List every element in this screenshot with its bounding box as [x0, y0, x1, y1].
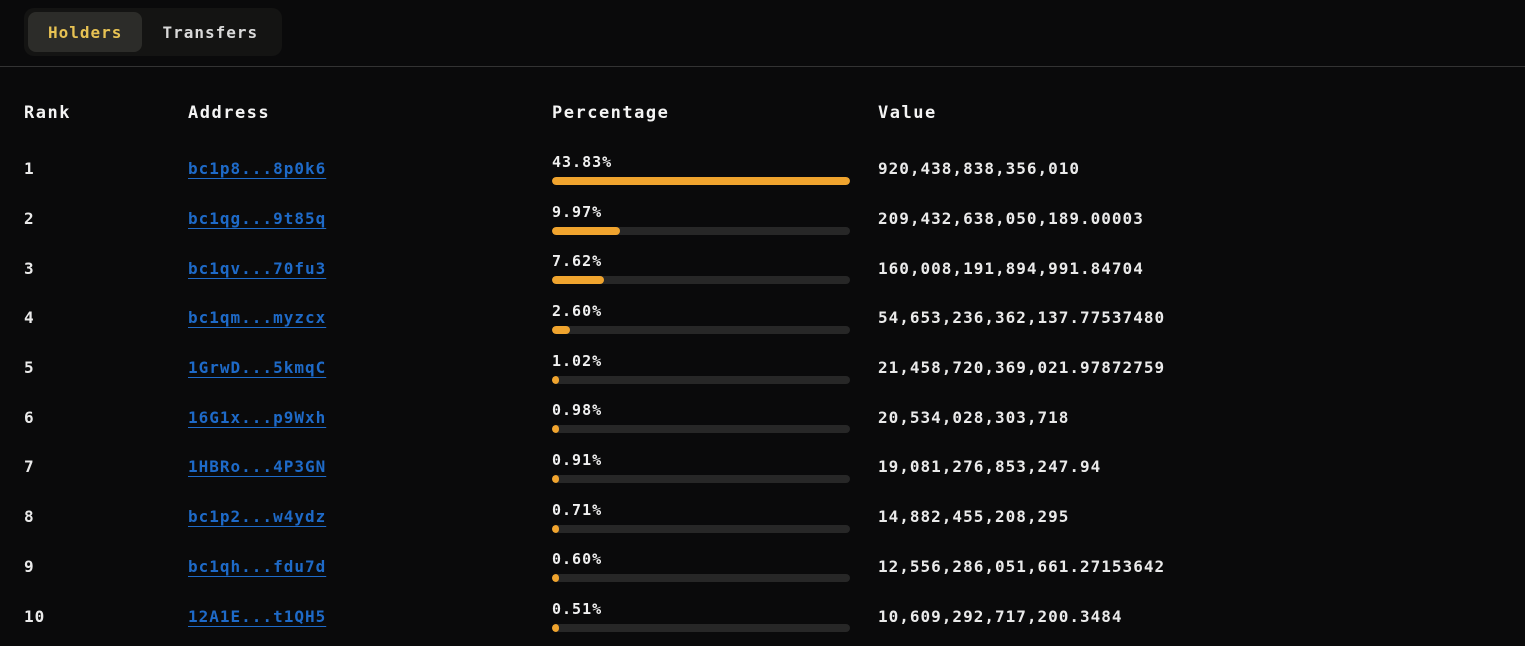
tab-group: Holders Transfers [24, 8, 283, 56]
address-link[interactable]: bc1qv...70fu3 [188, 258, 327, 278]
header-value: Value [878, 103, 937, 123]
value-amount: 209,432,638,050,189.00003 [878, 209, 1144, 229]
percentage-bar-fill [552, 375, 559, 384]
percentage-value: 0.91% [552, 450, 603, 469]
table-row: 10 12A1E...t1QH5 0.51% 10,609,292,717,20… [24, 591, 1501, 641]
percentage-bar-fill [552, 276, 604, 285]
table-row: 6 16G1x...p9Wxh 0.98% 20,534,028,303,718 [24, 392, 1501, 442]
percentage-value: 1.02% [552, 351, 603, 370]
address-link[interactable]: 16G1x...p9Wxh [188, 407, 327, 427]
rank-value: 7 [24, 457, 35, 477]
percentage-bar-track [552, 574, 850, 583]
percentage-value: 0.51% [552, 600, 603, 619]
table-header-row: Rank Address Percentage Value [24, 103, 1501, 123]
address-link[interactable]: bc1p8...8p0k6 [188, 159, 327, 179]
rank-value: 8 [24, 507, 35, 527]
percentage-bar-track [552, 226, 850, 235]
address-link[interactable]: bc1qh...fdu7d [188, 556, 327, 576]
rank-value: 1 [24, 159, 35, 179]
tab-holders[interactable]: Holders [28, 12, 143, 52]
value-amount: 14,882,455,208,295 [878, 507, 1070, 527]
tabbar-divider [0, 66, 1525, 67]
percentage-value: 0.60% [552, 550, 603, 569]
rank-value: 6 [24, 407, 35, 427]
percentage-value: 0.98% [552, 401, 603, 420]
percentage-bar-fill [552, 624, 559, 633]
percentage-bar-fill [552, 524, 559, 533]
percentage-value: 43.83% [552, 152, 613, 171]
table-row: 3 bc1qv...70fu3 7.62% 160,008,191,894,99… [24, 243, 1501, 293]
value-amount: 19,081,276,853,247.94 [878, 457, 1102, 477]
value-amount: 20,534,028,303,718 [878, 407, 1070, 427]
percentage-value: 0.71% [552, 500, 603, 519]
percentage-bar-track [552, 176, 850, 185]
table-rows: 1 bc1p8...8p0k6 43.83% 920,438,838,356,0… [24, 144, 1501, 641]
rank-value: 5 [24, 358, 35, 378]
rank-value: 2 [24, 209, 35, 229]
percentage-bar-track [552, 425, 850, 434]
value-amount: 54,653,236,362,137.77537480 [878, 308, 1166, 328]
value-amount: 12,556,286,051,661.27153642 [878, 556, 1166, 576]
percentage-bar-fill [552, 176, 850, 185]
table-row: 4 bc1qm...myzcx 2.60% 54,653,236,362,137… [24, 293, 1501, 343]
percentage-bar-track [552, 375, 850, 384]
percentage-bar-fill [552, 574, 559, 583]
address-link[interactable]: 1HBRo...4P3GN [188, 457, 327, 477]
header-percentage: Percentage [552, 103, 670, 123]
percentage-bar-fill [552, 425, 559, 434]
holders-table: Rank Address Percentage Value 1 bc1p8...… [0, 103, 1525, 641]
value-amount: 10,609,292,717,200.3484 [878, 606, 1123, 626]
percentage-bar-fill [552, 226, 620, 235]
rank-value: 10 [24, 606, 46, 626]
value-amount: 21,458,720,369,021.97872759 [878, 358, 1166, 378]
value-amount: 160,008,191,894,991.84704 [878, 258, 1144, 278]
address-link[interactable]: bc1qg...9t85q [188, 209, 327, 229]
table-row: 7 1HBRo...4P3GN 0.91% 19,081,276,853,247… [24, 442, 1501, 492]
table-row: 2 bc1qg...9t85q 9.97% 209,432,638,050,18… [24, 194, 1501, 244]
percentage-bar-track [552, 524, 850, 533]
percentage-bar-track [552, 474, 850, 483]
address-link[interactable]: 1GrwD...5kmqC [188, 358, 327, 378]
percentage-bar-track [552, 624, 850, 633]
tab-transfers[interactable]: Transfers [142, 12, 278, 52]
rank-value: 3 [24, 258, 35, 278]
value-amount: 920,438,838,356,010 [878, 159, 1081, 179]
percentage-bar-fill [552, 325, 570, 334]
percentage-bar-track [552, 325, 850, 334]
header-address: Address [188, 103, 271, 123]
table-row: 5 1GrwD...5kmqC 1.02% 21,458,720,369,021… [24, 343, 1501, 393]
address-link[interactable]: 12A1E...t1QH5 [188, 606, 327, 626]
rank-value: 9 [24, 556, 35, 576]
table-row: 9 bc1qh...fdu7d 0.60% 12,556,286,051,661… [24, 542, 1501, 592]
percentage-bar-track [552, 276, 850, 285]
table-row: 1 bc1p8...8p0k6 43.83% 920,438,838,356,0… [24, 144, 1501, 194]
percentage-value: 2.60% [552, 301, 603, 320]
percentage-value: 9.97% [552, 202, 603, 221]
percentage-bar-fill [552, 474, 559, 483]
table-row: 8 bc1p2...w4ydz 0.71% 14,882,455,208,295 [24, 492, 1501, 542]
rank-value: 4 [24, 308, 35, 328]
percentage-value: 7.62% [552, 252, 603, 271]
header-rank: Rank [24, 103, 71, 123]
address-link[interactable]: bc1qm...myzcx [188, 308, 327, 328]
address-link[interactable]: bc1p2...w4ydz [188, 507, 327, 527]
tab-bar: Holders Transfers [0, 0, 1525, 56]
